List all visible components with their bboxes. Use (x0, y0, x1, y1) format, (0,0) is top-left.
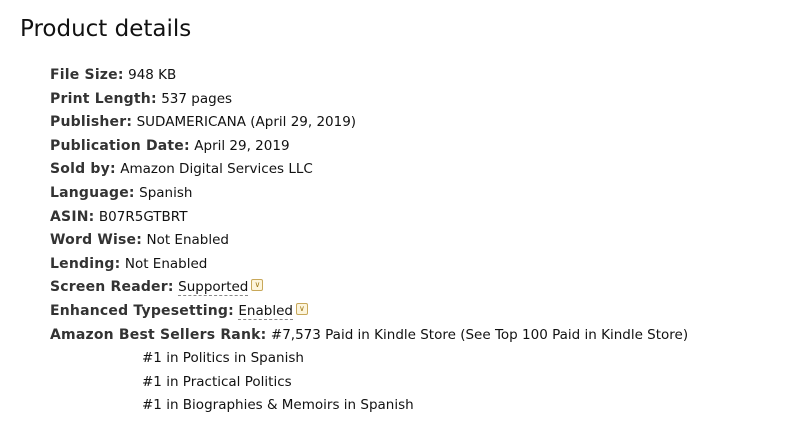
rank-prefix: #1 in (142, 350, 183, 367)
detail-file-size: File Size: 948 KB (50, 64, 688, 88)
detail-label: Word Wise: (50, 232, 143, 249)
top-100-link[interactable]: See Top 100 Paid in Kindle Store (465, 326, 683, 343)
detail-label: Amazon Best Sellers Rank: (50, 326, 267, 343)
detail-label: Lending: (50, 255, 121, 272)
detail-label: ASIN: (50, 208, 95, 225)
rank-category: #1 in Politics in Spanish (50, 347, 688, 371)
detail-value: Spanish (139, 184, 193, 201)
detail-asin: ASIN: B07R5GTBRT (50, 206, 688, 230)
detail-value: April 29, 2019 (194, 137, 290, 154)
detail-lending: Lending: Not Enabled (50, 253, 688, 277)
detail-value: 537 pages (161, 90, 233, 107)
detail-sold-by: Sold by: Amazon Digital Services LLC (50, 158, 688, 182)
detail-word-wise: Word Wise: Not Enabled (50, 229, 688, 253)
product-details-list: File Size: 948 KB Print Length: 537 page… (50, 64, 688, 418)
rank-value: #7,573 Paid in Kindle Store ( (270, 326, 466, 343)
detail-label: Publisher: (50, 114, 133, 131)
detail-value: SUDAMERICANA (April 29, 2019) (136, 114, 357, 131)
detail-print-length: Print Length: 537 pages (50, 88, 688, 112)
rank-category: #1 in Practical Politics (50, 371, 688, 395)
detail-label: Language: (50, 184, 135, 201)
category-link[interactable]: Politics in Spanish (182, 350, 304, 367)
category-link[interactable]: Biographies & Memoirs in Spanish (182, 397, 414, 414)
detail-value: 948 KB (128, 67, 177, 83)
detail-value: Not Enabled (146, 232, 229, 249)
detail-language: Language: Spanish (50, 182, 688, 206)
rank-close: ) (682, 326, 689, 343)
detail-label: Print Length: (50, 90, 157, 107)
detail-publication-date: Publication Date: April 29, 2019 (50, 135, 688, 159)
detail-value: B07R5GTBRT (98, 208, 188, 225)
detail-value: Supported (178, 279, 249, 297)
detail-best-sellers-rank: Amazon Best Sellers Rank: #7,573 Paid in… (50, 324, 688, 348)
detail-label: Screen Reader: (50, 279, 174, 296)
section-title: Product details (20, 16, 192, 42)
chevron-down-icon[interactable]: ∨ (295, 302, 308, 315)
chevron-down-icon[interactable]: ∨ (251, 279, 264, 292)
rank-category: #1 in Biographies & Memoirs in Spanish (50, 394, 688, 418)
detail-label: Sold by: (50, 161, 116, 178)
detail-label: Enhanced Typesetting: (50, 302, 234, 319)
detail-value: Not Enabled (124, 255, 208, 272)
rank-prefix: #1 in (142, 397, 183, 414)
detail-screen-reader: Screen Reader: Supported ∨ (50, 276, 688, 300)
detail-label: Publication Date: (50, 137, 190, 154)
detail-value: Amazon Digital Services LLC (120, 161, 313, 178)
detail-publisher: Publisher: SUDAMERICANA (April 29, 2019) (50, 111, 688, 135)
detail-label: File Size: (50, 67, 124, 83)
rank-prefix: #1 in (142, 373, 183, 390)
category-link[interactable]: Practical Politics (182, 373, 292, 390)
detail-value: Enabled (238, 302, 293, 320)
detail-enhanced-typesetting: Enhanced Typesetting: Enabled ∨ (50, 300, 688, 324)
